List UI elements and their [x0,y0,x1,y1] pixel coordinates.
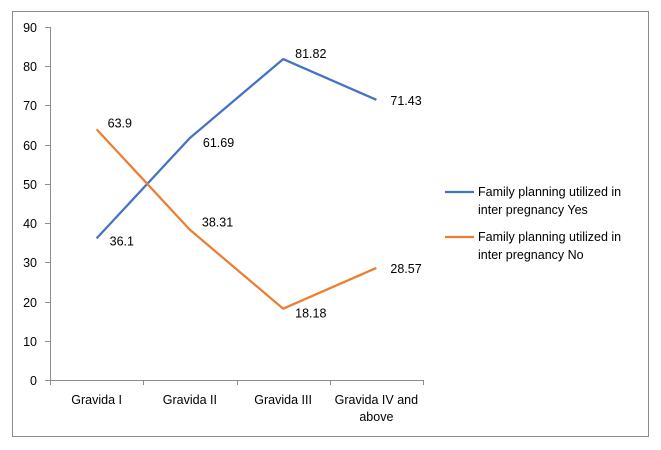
data-label: 71.43 [390,94,421,108]
legend-label: Family planning utilized in [478,230,621,244]
data-label: 61.69 [203,136,234,150]
x-tick-label: Gravida II [163,393,217,407]
y-tick-label: 20 [23,296,37,310]
x-tick-label: Gravida III [254,393,312,407]
data-label: 38.31 [202,216,233,230]
series-line-yes [95,57,377,240]
y-tick-label: 60 [23,139,37,153]
x-tick-label: above [359,410,393,424]
y-tick-label: 90 [23,21,37,35]
legend: Family planning utilized in inter pregnan… [445,185,621,262]
chart-border [12,11,649,437]
data-label: 81.82 [295,47,326,61]
series-line-no [95,128,377,310]
axes: 0 10 20 30 40 50 60 70 80 90 Gravida I Gravida II Gr… [23,21,424,424]
y-tick-label: 80 [23,60,37,74]
data-label: 36.1 [110,234,134,248]
y-tick-label: 50 [23,178,37,192]
x-tick-label: Gravida I [71,393,122,407]
legend-label: inter pregnancy Yes [478,203,588,217]
data-label: 28.57 [390,262,421,276]
y-tick-label: 40 [23,217,37,231]
y-tick-label: 30 [23,256,37,270]
y-tick-label: 0 [30,374,37,388]
data-labels: 36.1 61.69 81.82 71.43 63.9 38.31 18.18 28.57 [108,47,422,321]
legend-label: inter pregnancy No [478,248,584,262]
data-label: 18.18 [295,307,326,321]
y-tick-label: 70 [23,99,37,113]
legend-label: Family planning utilized in [478,185,621,199]
x-tick-label: Gravida IV and [335,393,418,407]
series-lines [95,57,377,310]
y-tick-label: 10 [23,335,37,349]
data-label: 63.9 [108,116,132,130]
